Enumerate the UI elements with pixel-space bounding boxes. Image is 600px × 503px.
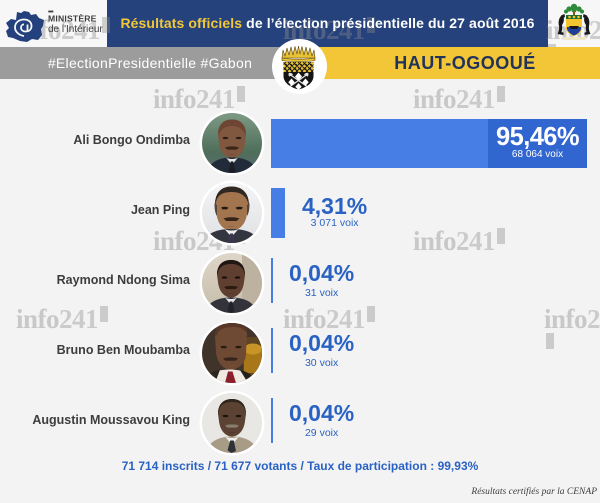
svg-text:MINISTÈRE: MINISTÈRE <box>48 14 97 24</box>
svg-text:de l'Intérieur: de l'Intérieur <box>48 24 103 35</box>
